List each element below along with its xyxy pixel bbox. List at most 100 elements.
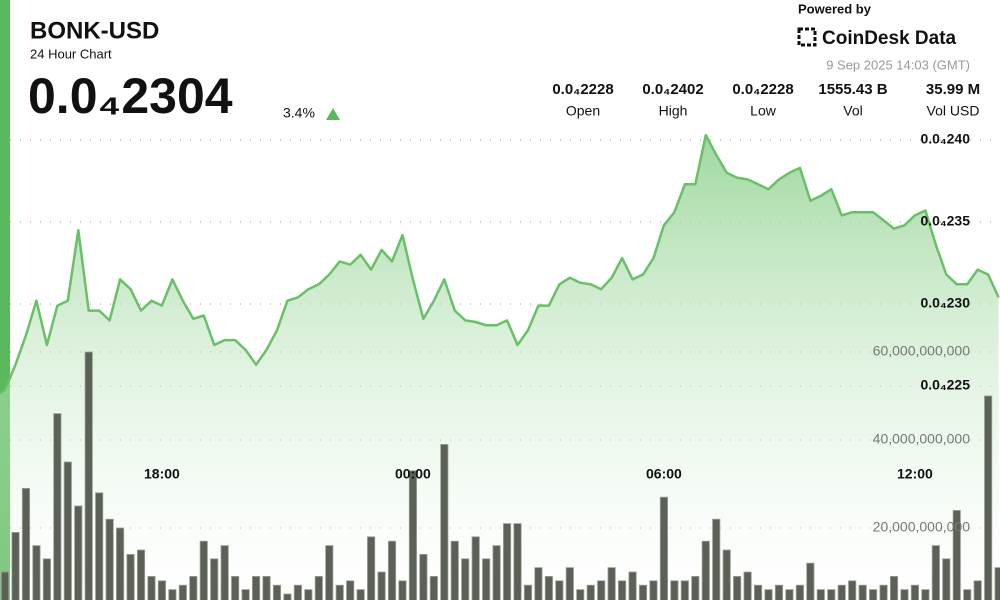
volume-bar — [952, 509, 961, 600]
y2-tick-label: 40,000,000,000 — [873, 431, 971, 447]
volume-bar — [157, 580, 166, 600]
volume-bar — [220, 545, 229, 600]
volume-bar — [722, 549, 731, 600]
y-tick-label: 0.0₄235 — [921, 213, 971, 229]
volume-bar — [335, 584, 344, 600]
y2-tick-label: 20,000,000,000 — [873, 519, 971, 535]
volume-bar — [116, 527, 125, 600]
header: BONK-USD 24 Hour Chart 0.0₄2304 3.4% Pow… — [28, 1, 980, 124]
stat-label: Open — [566, 103, 600, 119]
volume-bar — [356, 589, 365, 600]
volume-bar — [199, 540, 208, 600]
volume-bar — [774, 584, 784, 600]
volume-bar — [806, 562, 815, 600]
volume-bar — [293, 584, 302, 600]
volume-bar — [398, 580, 407, 600]
plot: 0.0₄240 0.0₄235 0.0₄230 0.0₄225 20,000,000,0… — [0, 131, 1000, 600]
volume-bar — [910, 584, 919, 600]
volume-bar — [565, 567, 574, 600]
volume-bar — [680, 580, 689, 600]
volume-bar — [429, 576, 438, 600]
volume-bar — [32, 545, 41, 600]
stat-value: 1555.43 B — [818, 81, 887, 98]
price-line — [0, 133, 1000, 395]
volume-bar — [74, 505, 83, 600]
volume-bar — [147, 576, 156, 600]
volume-bar — [638, 584, 648, 600]
volume-bar — [251, 576, 261, 600]
volume-bar — [597, 580, 606, 600]
volume-bar — [262, 576, 271, 600]
y2-tick-label: 60,000,000,000 — [873, 343, 971, 359]
volume-bar — [272, 584, 282, 600]
x-tick-label: 18:00 — [144, 466, 180, 482]
volume-bar — [471, 536, 480, 600]
volume-bar — [691, 576, 700, 600]
volume-bar — [628, 571, 637, 600]
volume-bar — [712, 518, 721, 600]
volume-bar — [314, 576, 323, 600]
volume-bar — [492, 545, 501, 600]
volume-bar — [11, 532, 20, 600]
volume-bar — [408, 470, 417, 600]
stat-label: Vol USD — [927, 103, 980, 119]
y-tick-label: 0.0₄225 — [921, 377, 971, 393]
stat-label: High — [659, 103, 688, 119]
up-arrow — [326, 108, 340, 120]
powered-by: Powered by — [798, 1, 872, 16]
volume-bar — [764, 589, 773, 600]
volume-bar — [701, 540, 710, 600]
volume-bar — [461, 558, 470, 600]
volume-bar — [848, 580, 857, 600]
change: 3.4% — [283, 105, 315, 121]
volume-bar — [210, 558, 219, 600]
volume-bar — [346, 580, 355, 600]
volume-bar — [931, 545, 940, 600]
volume-bar — [21, 487, 31, 600]
x-tick-label: 12:00 — [897, 466, 933, 482]
volume-bar — [670, 580, 679, 600]
volume-bar — [743, 571, 752, 600]
brand-logo — [797, 27, 817, 47]
stat-value: 0.0₄2402 — [642, 81, 703, 98]
timestamp: 9 Sep 2025 14:03 (GMT) — [826, 57, 970, 72]
volume-bar — [649, 580, 658, 600]
volume-bar — [283, 593, 292, 600]
volume-bar — [659, 496, 668, 600]
accent-bar — [0, 0, 10, 600]
volume-bar — [450, 540, 459, 600]
volume-bar — [900, 589, 909, 600]
volume-bar — [576, 589, 585, 600]
volume-bar — [84, 351, 93, 600]
y-tick-label: 0.0₄240 — [921, 131, 971, 147]
axis-labels: 0.0₄240 0.0₄235 0.0₄230 0.0₄225 20,000,000,0… — [144, 131, 970, 535]
volume-bar — [63, 461, 72, 600]
volume-bar — [921, 589, 930, 600]
volume-bar — [837, 584, 846, 600]
volume-bar — [105, 518, 114, 600]
volume-bar — [889, 576, 899, 600]
volume-bar — [523, 584, 533, 600]
volume-bar — [482, 558, 491, 600]
volume-bar — [513, 523, 522, 600]
volume-bar — [785, 589, 794, 600]
volume-bar — [168, 589, 177, 600]
volume-bar — [858, 584, 867, 600]
volume-bar — [534, 567, 543, 600]
volume-bar — [586, 584, 595, 600]
volume-bar — [387, 540, 397, 600]
volume-bar — [502, 523, 512, 600]
volume-bar — [377, 571, 386, 600]
volume-bar — [136, 549, 146, 600]
price: 0.0₄2304 — [28, 68, 233, 124]
volume-bar — [241, 589, 250, 600]
volume-bar — [753, 584, 763, 600]
volume-bar — [869, 589, 878, 600]
volume-bar — [95, 492, 104, 600]
volume-bar — [42, 558, 51, 600]
volume-bar — [419, 554, 428, 600]
volume-bar — [942, 558, 951, 600]
stat-label: Low — [750, 103, 777, 119]
